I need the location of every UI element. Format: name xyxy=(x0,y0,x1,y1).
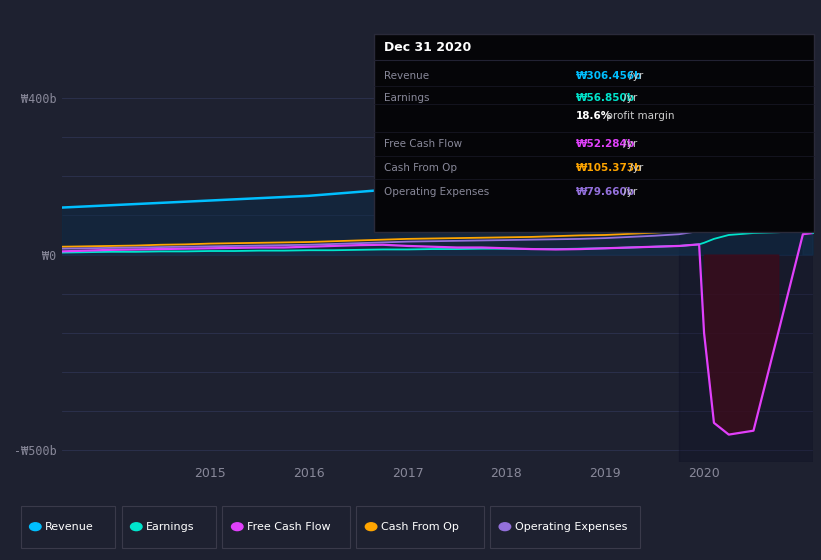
Text: ₩79.660b: ₩79.660b xyxy=(576,186,635,197)
Text: Free Cash Flow: Free Cash Flow xyxy=(247,522,331,531)
Text: /yr: /yr xyxy=(620,139,637,150)
Text: ₩105.373b: ₩105.373b xyxy=(576,163,642,173)
Text: Dec 31 2020: Dec 31 2020 xyxy=(384,41,471,54)
Text: Earnings: Earnings xyxy=(146,522,195,531)
Text: Free Cash Flow: Free Cash Flow xyxy=(384,139,462,150)
Text: Operating Expenses: Operating Expenses xyxy=(384,186,489,197)
Text: /yr: /yr xyxy=(626,163,643,173)
Text: Cash From Op: Cash From Op xyxy=(384,163,457,173)
Text: Cash From Op: Cash From Op xyxy=(381,522,459,531)
Text: 18.6%: 18.6% xyxy=(576,111,612,122)
Bar xyxy=(679,78,813,462)
Text: Revenue: Revenue xyxy=(45,522,94,531)
Text: Earnings: Earnings xyxy=(384,93,429,103)
Text: ₩56.850b: ₩56.850b xyxy=(576,93,635,103)
Text: ₩52.284b: ₩52.284b xyxy=(576,139,635,150)
Text: /yr: /yr xyxy=(620,186,637,197)
Text: /yr: /yr xyxy=(626,71,643,81)
Text: ₩306.456b: ₩306.456b xyxy=(576,71,642,81)
Text: Operating Expenses: Operating Expenses xyxy=(515,522,627,531)
Text: Revenue: Revenue xyxy=(384,71,429,81)
Text: /yr: /yr xyxy=(620,93,637,103)
Text: profit margin: profit margin xyxy=(603,111,675,122)
